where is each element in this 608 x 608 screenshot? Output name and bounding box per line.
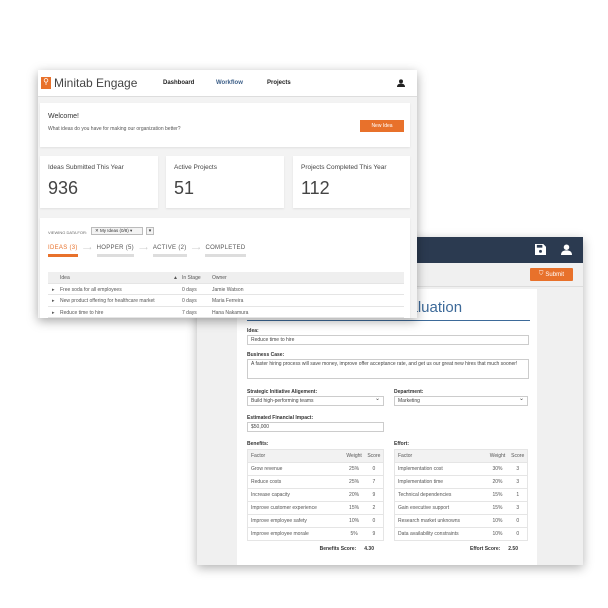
welcome-card: Welcome! What ideas do you have for maki… [40,103,410,147]
table-row[interactable]: Data availability constraints 10% 0 [394,527,528,541]
benefits-score-row: Benefits Score: 4.30 [247,546,384,552]
add-filter-button[interactable]: ▾ [146,227,154,235]
idea-input[interactable]: Reduce time to hire [247,335,529,345]
stage-indicator [205,254,246,257]
table-row[interactable]: Improve customer experience 15% 2 [247,501,384,515]
nav-workflow[interactable]: Workflow [216,80,243,86]
department-label: Department: [394,389,424,395]
workflow-panel: VIEWING DATA FOR: ✕ My Ideas (0/8) ▾ ▾ I… [40,218,410,318]
stage-active[interactable]: ACTIVE (2) [152,245,187,257]
title-divider [247,320,530,321]
strategic-select[interactable]: Build high-performing teams [247,396,384,406]
arrow-icon: ⟶ [82,246,92,252]
arrow-icon: ⟶ [138,246,148,252]
table-header: Factor Weight Score [247,449,384,463]
effort-score-row: Effort Score: 2.50 [394,546,528,552]
nav-projects[interactable]: Projects [267,80,291,86]
welcome-title: Welcome! [48,113,79,120]
save-icon[interactable] [535,244,546,255]
app-header: ⚲ Minitab Engage Dashboard Workflow Proj… [38,70,417,97]
shield-check-icon: ⛉ [538,271,544,277]
business-case-textarea[interactable]: A faster hiring process will save money,… [247,359,529,379]
financial-input[interactable]: $50,000 [247,422,384,432]
department-select[interactable]: Marketing [394,396,528,406]
table-header: Idea ▲ In Stage Owner [48,272,404,284]
stat-card-ideas: Ideas Submitted This Year 936 [40,156,158,208]
user-icon[interactable] [397,79,405,87]
expand-icon[interactable]: ▸ [52,309,55,316]
table-row[interactable]: ▸ Reduce time to hire 7 days Hana Nakamu… [48,307,404,318]
table-row[interactable]: Research market unknowns 10% 0 [394,514,528,528]
table-header: Factor Weight Score [394,449,528,463]
viewing-label: VIEWING DATA FOR: [48,230,87,235]
table-row[interactable]: Implementation cost 30% 3 [394,462,528,476]
expand-icon[interactable]: ▸ [52,286,55,293]
table-row[interactable]: Implementation time 20% 3 [394,475,528,489]
new-idea-button[interactable]: New Idea [360,120,404,132]
effort-label: Effort: [394,441,409,447]
stage-hopper[interactable]: HOPPER (5) [96,245,134,257]
benefits-score-label: Benefits Score: [319,546,357,552]
expand-icon[interactable]: ▸ [52,298,55,304]
stage-indicator [48,254,78,257]
table-row[interactable]: Grow revenue 25% 0 [247,462,384,476]
stat-card-completed: Projects Completed This Year 112 [293,156,410,208]
table-row[interactable]: ▸ New product offering for healthcare ma… [48,295,404,307]
table-row[interactable]: Gain executive support 15% 3 [394,501,528,515]
arrow-icon: ⟶ [191,246,201,252]
brand-name: Minitab Engage [54,76,138,90]
workflow-stages: IDEAS (3) ⟶ HOPPER (5) ⟶ ACTIVE (2) ⟶ CO… [48,245,246,257]
nav-dashboard[interactable]: Dashboard [163,80,195,86]
business-case-label: Business Case: [247,352,285,358]
sort-icon[interactable]: ▲ [173,275,178,281]
table-row[interactable]: Reduce costs 25% 7 [247,475,384,489]
table-row[interactable]: ▸ Free soda for all employees 0 days Jam… [48,284,404,295]
stat-card-active: Active Projects 51 [166,156,284,208]
strategic-label: Strategic Initiative Aligement: [247,389,318,395]
submit-button[interactable]: ⛉ Submit [530,268,573,281]
stage-completed[interactable]: COMPLETED [205,245,246,257]
table-row[interactable]: Technical dependencies 15% 1 [394,488,528,502]
idea-label: Idea: [247,328,259,334]
filter-select[interactable]: ✕ My Ideas (0/8) ▾ [91,227,143,235]
stage-indicator [152,254,187,257]
effort-score: 2.50 [508,546,518,552]
evaluation-form: Evaluation Idea: Reduce time to hire Bus… [237,289,537,565]
effort-score-label: Effort Score: [469,546,501,552]
table-row[interactable]: Improve employee morale 5% 9 [247,527,384,541]
stage-ideas[interactable]: IDEAS (3) [48,245,78,257]
table-row[interactable]: Improve employee safety 10% 0 [247,514,384,528]
welcome-subtitle: What ideas do you have for making our or… [48,126,181,132]
minitab-logo-icon: ⚲ [41,77,51,89]
user-icon[interactable] [561,244,572,255]
table-row[interactable]: Increase capacity 20% 9 [247,488,384,502]
benefits-label: Benefits: [247,441,269,447]
financial-label: Estimated Financial Impact: [247,415,314,421]
benefits-table: Factor Weight Score Grow revenue 25% 0 Reduc… [247,449,384,541]
stage-indicator [96,254,134,257]
effort-table: Factor Weight Score Implementation cost 30%… [394,449,528,541]
dashboard-window: ⚲ Minitab Engage Dashboard Workflow Proj… [38,70,417,318]
benefits-score: 4.30 [364,546,374,552]
